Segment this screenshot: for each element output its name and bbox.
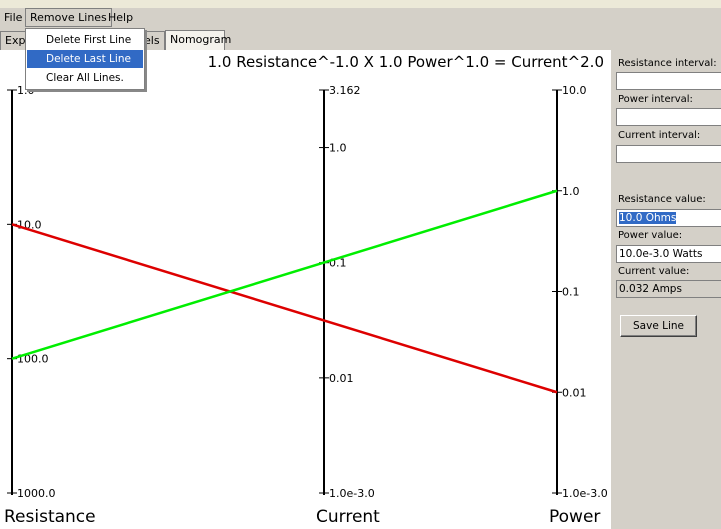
isopleth-line-2 xyxy=(11,189,558,360)
tick-label: 1000.0 xyxy=(17,487,56,500)
menubar: File Remove Lines Help xyxy=(0,8,721,27)
equation-title: 1.0 Resistance^-1.0 X 1.0 Power^1.0 = Cu… xyxy=(208,53,604,71)
power-interval-field[interactable] xyxy=(616,108,721,126)
side-panel: Resistance interval: Power interval: Cur… xyxy=(611,50,721,529)
axis-title-resistance: Resistance xyxy=(4,507,96,527)
menu-file[interactable]: File xyxy=(4,11,23,24)
nomogram-plot: 1.0 Resistance^-1.0 X 1.0 Power^1.0 = Cu… xyxy=(4,53,608,527)
axis-title-current: Current xyxy=(316,507,380,527)
current-value-field: 0.032 Amps xyxy=(616,280,721,298)
tick-label: 3.162 xyxy=(329,84,361,97)
current-interval-label: Current interval: xyxy=(618,130,701,141)
tick-label: 0.01 xyxy=(329,372,354,385)
power-interval-label: Power interval: xyxy=(618,94,693,105)
title-strip xyxy=(0,0,721,8)
resistance-interval-label: Resistance interval: xyxy=(618,58,717,69)
save-line-button[interactable]: Save Line xyxy=(620,315,697,337)
tick-label: 1.0e-3.0 xyxy=(329,487,375,500)
tick-label: 1.0e-3.0 xyxy=(562,487,608,500)
resistance-interval-field[interactable] xyxy=(616,72,721,90)
clear-all-lines-item[interactable]: Clear All Lines. xyxy=(46,72,124,84)
power-value-label: Power value: xyxy=(618,230,683,241)
resistance-value-field[interactable]: 10.0 Ohms xyxy=(616,209,721,227)
remove-lines-dropdown: Delete First Line Delete Last Line Clear… xyxy=(25,28,145,90)
power-value-field[interactable]: 10.0e-3.0 Watts xyxy=(616,245,721,263)
tick-label: 0.1 xyxy=(562,286,580,299)
delete-first-line-item[interactable]: Delete First Line xyxy=(46,34,132,46)
tick-label: 1.0 xyxy=(329,142,347,155)
resistance-value-text: 10.0 Ohms xyxy=(619,212,677,224)
tick-label: 0.01 xyxy=(562,386,587,399)
isopleth-line-1 xyxy=(11,223,558,394)
menu-remove-lines[interactable]: Remove Lines xyxy=(25,8,112,27)
tick-label: 1.0 xyxy=(562,185,580,198)
current-value-label: Current value: xyxy=(618,266,690,277)
tab-nomogram[interactable]: Nomogram xyxy=(165,30,231,50)
tab-models[interactable]: els xyxy=(140,31,165,50)
nomogram-canvas: 1.0 Resistance^-1.0 X 1.0 Power^1.0 = Cu… xyxy=(0,50,611,529)
tick-label: 10.0 xyxy=(562,84,587,97)
menu-help[interactable]: Help xyxy=(108,11,134,24)
tab-expression[interactable]: Expr xyxy=(0,31,30,50)
delete-last-line-item[interactable]: Delete Last Line xyxy=(27,50,143,68)
tab-row: Expr els Nomogram xyxy=(0,28,721,52)
current-interval-field[interactable] xyxy=(616,145,721,163)
resistance-value-label: Resistance value: xyxy=(618,194,706,205)
axis-title-power: Power xyxy=(549,507,600,527)
